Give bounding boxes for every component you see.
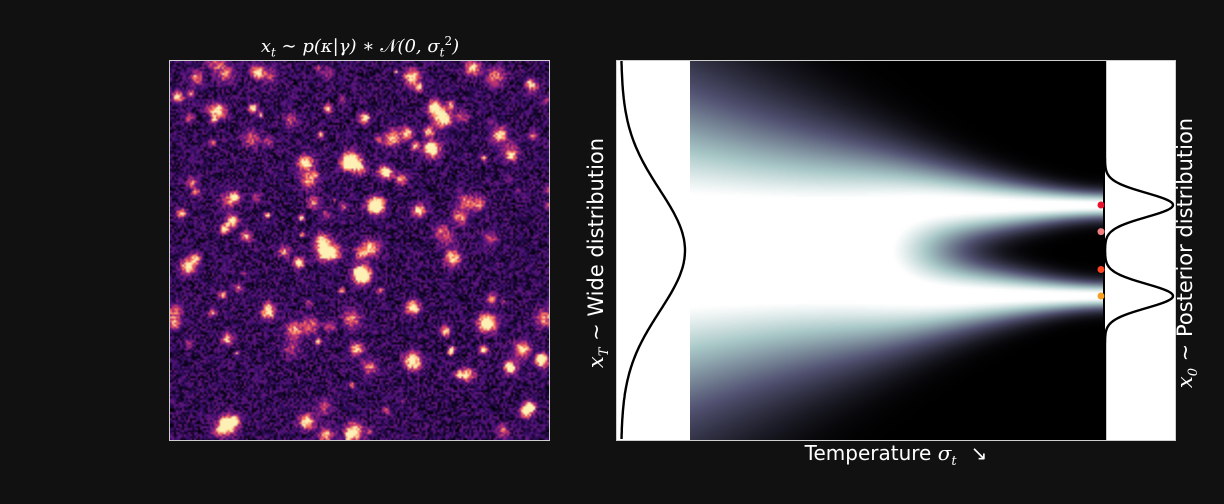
wide-label-var: x bbox=[584, 356, 608, 369]
wide-label-sim: ∼ bbox=[584, 316, 608, 348]
wide-label-var-sub: T bbox=[597, 347, 613, 357]
title-var-sub: t bbox=[270, 45, 276, 60]
diffusion-diagram bbox=[616, 60, 1176, 441]
title-normal-args: (0, σ bbox=[397, 36, 440, 57]
temperature-sigma-sub: t bbox=[951, 454, 957, 469]
convergence-map-image bbox=[169, 60, 550, 441]
sample-point-1 bbox=[1097, 201, 1105, 209]
arrow-down-right-icon: ↘ bbox=[970, 441, 988, 465]
posterior-label-var-sub: 0 bbox=[1186, 368, 1202, 377]
convergence-map-canvas bbox=[170, 61, 549, 440]
temperature-sigma: σ bbox=[937, 441, 952, 465]
title-sigma-sup: 2 bbox=[444, 34, 453, 48]
title-sim: ∼ bbox=[275, 36, 303, 57]
density-curves bbox=[620, 61, 1175, 440]
temperature-label-text: Temperature bbox=[804, 441, 938, 465]
sample-points bbox=[1097, 201, 1105, 300]
title-close: ) bbox=[452, 36, 460, 57]
wide-distribution-label: xT ∼ Wide distribution bbox=[584, 103, 614, 403]
posterior-distribution-label: x0 ∼ Posterior distribution bbox=[1173, 103, 1203, 403]
posterior-label-sim: ∼ bbox=[1173, 337, 1197, 368]
sample-point-2 bbox=[1097, 228, 1105, 236]
title-sigma-sub: t bbox=[439, 45, 445, 60]
wide-label-text: Wide distribution bbox=[584, 137, 608, 317]
left-panel-title: xt ∼ p(κ|γ) ∗ 𝒩(0, σt2) bbox=[170, 34, 550, 60]
temperature-axis-label: Temperature σt ↘ bbox=[616, 441, 1176, 469]
posterior-distribution-curve bbox=[1103, 61, 1175, 440]
title-normal: 𝒩 bbox=[380, 36, 398, 57]
sample-point-3 bbox=[1097, 266, 1105, 273]
diffusion-heatmap bbox=[690, 61, 1104, 440]
wide-distribution-curve bbox=[620, 61, 687, 440]
sample-point-4 bbox=[1097, 292, 1105, 300]
title-p: p(κ|γ) ∗ bbox=[302, 36, 381, 57]
posterior-label-text: Posterior distribution bbox=[1173, 117, 1197, 338]
title-var: x bbox=[260, 36, 271, 57]
posterior-label-var: x bbox=[1173, 376, 1197, 389]
